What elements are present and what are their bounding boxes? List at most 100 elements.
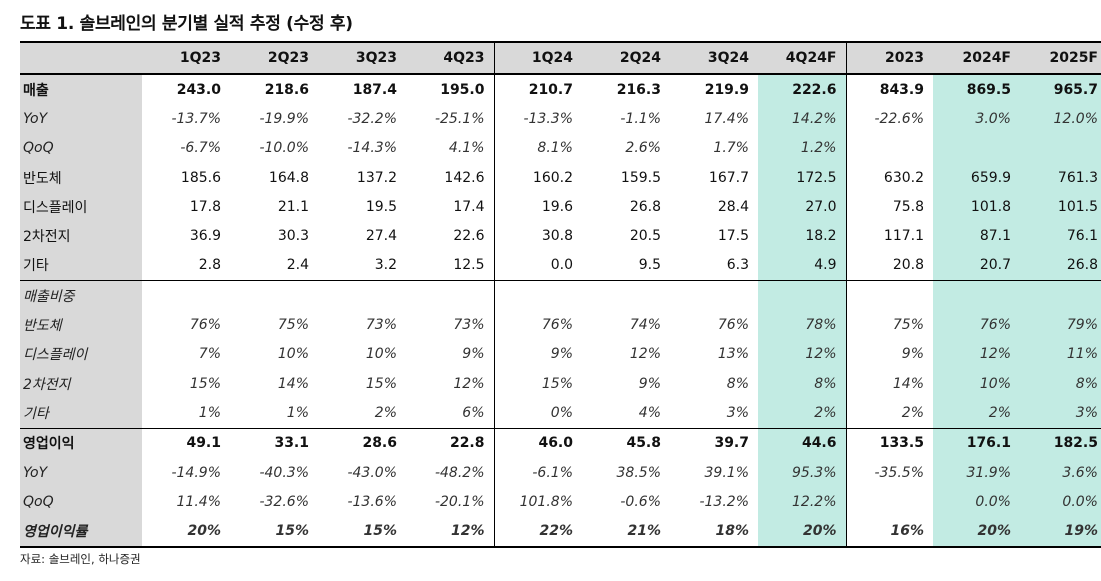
table-cell: 14%	[277, 375, 309, 392]
table-cell: -22.6%	[845, 104, 933, 134]
table-cell: 95.3%	[758, 457, 846, 488]
table-cell: 12%	[758, 339, 846, 369]
table-row: 디스플레이 7% 10% 10% 9% 9% 12% 13% 12% 9% 12% 11%	[20, 339, 1101, 369]
table-cell: -14.9%	[171, 464, 221, 481]
table-cell: 7%	[198, 346, 221, 363]
table-cell: 10%	[365, 346, 397, 363]
row-label: 디스플레이	[20, 339, 142, 369]
table-cell: 20.5	[629, 228, 661, 245]
table-cell: 78%	[758, 310, 846, 340]
table-row: 2차전지 36.9 30.3 27.4 22.6 30.8 20.5 17.5 18.2 117.…	[20, 221, 1101, 251]
table-cell	[758, 280, 846, 311]
table-cell: 11%	[1020, 339, 1101, 369]
row-label: YoY	[20, 457, 142, 488]
table-cell: 76.1	[1020, 221, 1101, 251]
table-cell: 8%	[726, 375, 749, 392]
row-label: 2차전지	[20, 221, 142, 251]
table-cell: 176.1	[933, 427, 1020, 458]
table-cell: 4%	[638, 404, 661, 421]
row-label: YoY	[20, 104, 142, 134]
row-label: 디스플레이	[20, 192, 142, 222]
table-cell: 6%	[462, 404, 485, 421]
table-cell: 12%	[629, 346, 661, 363]
table-cell: -32.2%	[347, 110, 397, 127]
table-cell: 18.2	[758, 221, 846, 251]
table-cell: 101.5	[1020, 192, 1101, 222]
table-cell: 2%	[845, 398, 933, 429]
table-cell: 101.8	[933, 192, 1020, 222]
table-cell: 31.9%	[933, 457, 1020, 488]
table-cell: -13.7%	[171, 110, 221, 127]
header-cell: 1Q23	[142, 41, 230, 75]
table-cell: 15%	[230, 516, 318, 548]
header-cell: 2Q24	[582, 41, 670, 75]
table-cell: 8.1%	[493, 133, 582, 163]
table-cell	[845, 280, 933, 311]
table-cell: -43.0%	[347, 464, 397, 481]
table-cell	[230, 280, 318, 311]
table-cell: 159.5	[620, 169, 661, 186]
table-cell: 0.0%	[933, 487, 1020, 517]
table-row: 매출 243.0 218.6 187.4 195.0 210.7 216.3 219.9 222…	[20, 74, 1101, 105]
table-cell: -35.5%	[845, 457, 933, 488]
table-cell: 19%	[1020, 516, 1101, 548]
table-cell: 19.6	[493, 192, 582, 222]
table-cell: 28.4	[717, 198, 749, 215]
table-cell: 8%	[758, 368, 846, 399]
table-cell: 3%	[1020, 398, 1101, 429]
header-cell: 1Q24	[493, 41, 582, 75]
table-cell: 30.8	[493, 221, 582, 251]
row-label: 매출	[20, 74, 142, 105]
table-cell: 10%	[277, 346, 309, 363]
table-cell: 9%	[638, 375, 661, 392]
table-cell: 8%	[1020, 368, 1101, 399]
table-cell: 9%	[493, 339, 582, 369]
table-cell: 869.5	[933, 74, 1020, 105]
table-cell: 142.6	[444, 169, 485, 186]
table-cell: 164.8	[268, 169, 309, 186]
table-cell: -10.0%	[259, 140, 309, 157]
table-cell: 843.9	[845, 74, 933, 105]
table-cell: 659.9	[933, 162, 1020, 193]
table-cell: 10%	[933, 368, 1020, 399]
table-cell: 76%	[493, 310, 582, 340]
table-row: 반도체 76% 75% 73% 73% 76% 74% 76% 78% 75% 76% 79%	[20, 310, 1101, 340]
table-cell: 222.6	[758, 74, 846, 105]
table-cell: 2%	[758, 398, 846, 429]
table-cell: 12.5	[453, 257, 485, 274]
table-cell: 17.5	[717, 228, 749, 245]
table-cell: 218.6	[264, 81, 309, 98]
table-cell: 219.9	[704, 81, 749, 98]
table-cell: 46.0	[493, 427, 582, 458]
table-cell: 12%	[933, 339, 1020, 369]
table-row: 영업이익률 20% 15% 15% 12% 22% 21% 18% 20% 16% 20% 19%	[20, 516, 1101, 548]
table-cell: 0.0%	[1020, 487, 1101, 517]
row-label: 2차전지	[20, 368, 142, 399]
table-cell: 12.2%	[758, 487, 846, 517]
table-cell: 160.2	[493, 162, 582, 193]
table-cell: 20%	[933, 516, 1020, 548]
table-cell: -32.6%	[259, 493, 309, 510]
table-cell: 73%	[365, 317, 397, 334]
table-cell: 33.1	[230, 427, 318, 458]
row-label: 기타	[20, 250, 142, 281]
table-cell: 12%	[453, 375, 485, 392]
table-cell: 14%	[845, 368, 933, 399]
table-cell: -13.6%	[347, 493, 397, 510]
table-cell: -14.3%	[347, 140, 397, 157]
table-cell: 28.6	[318, 427, 406, 458]
table-cell: 39.7	[670, 427, 758, 458]
header-cell: 4Q24F	[758, 41, 846, 75]
table-cell: 20%	[142, 516, 230, 548]
header-cell: 3Q23	[318, 41, 406, 75]
table-cell: -0.6%	[620, 493, 661, 510]
row-label: 기타	[20, 398, 142, 429]
table-cell: 0.0	[493, 250, 582, 281]
table-cell: -48.2%	[434, 464, 485, 481]
table-cell: 12.0%	[1020, 104, 1101, 134]
table-cell: 15%	[365, 375, 397, 392]
earnings-table: 1Q23 2Q23 3Q23 4Q23 1Q24 2Q24 3Q24 4Q24F…	[20, 41, 1101, 548]
header-cell: 3Q24	[670, 41, 758, 75]
table-cell: -20.1%	[434, 493, 485, 510]
table-cell: 13%	[717, 346, 749, 363]
